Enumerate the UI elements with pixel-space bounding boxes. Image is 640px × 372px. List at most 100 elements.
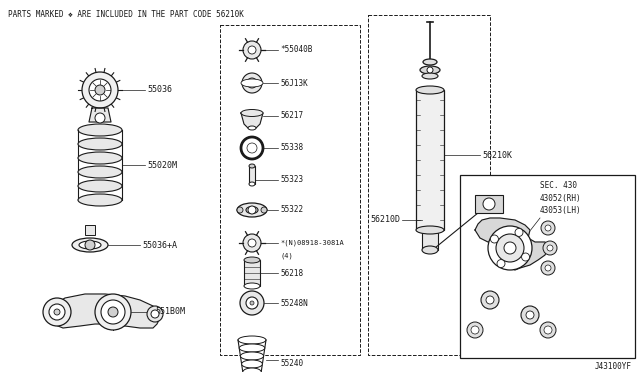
Circle shape [261, 207, 267, 213]
Circle shape [521, 306, 539, 324]
Bar [244, 260, 260, 286]
Circle shape [496, 234, 524, 262]
Text: 55323: 55323 [280, 176, 303, 185]
Circle shape [89, 79, 111, 101]
Circle shape [488, 226, 532, 270]
Circle shape [151, 310, 159, 318]
Circle shape [490, 235, 499, 243]
Circle shape [108, 307, 118, 317]
Text: 551B0M: 551B0M [155, 308, 185, 317]
Ellipse shape [78, 138, 122, 150]
Text: 55248N: 55248N [280, 298, 308, 308]
Circle shape [82, 72, 118, 108]
Ellipse shape [241, 79, 263, 87]
Text: 55338: 55338 [280, 144, 303, 153]
Circle shape [545, 225, 551, 231]
Ellipse shape [420, 66, 440, 74]
Text: 56210D: 56210D [370, 215, 400, 224]
Text: J43100YF: J43100YF [595, 362, 632, 371]
Text: (4): (4) [280, 253, 292, 259]
Circle shape [247, 78, 257, 88]
Circle shape [543, 241, 557, 255]
Ellipse shape [241, 352, 264, 360]
Text: 55322: 55322 [280, 205, 303, 215]
Ellipse shape [249, 164, 255, 168]
Circle shape [243, 41, 261, 59]
Ellipse shape [78, 124, 122, 136]
Circle shape [95, 85, 105, 95]
Circle shape [240, 291, 264, 315]
Ellipse shape [78, 180, 122, 192]
Text: SEC. 430: SEC. 430 [540, 180, 577, 189]
Ellipse shape [241, 109, 263, 116]
Ellipse shape [423, 59, 437, 65]
Ellipse shape [78, 166, 122, 178]
Polygon shape [241, 113, 263, 128]
Circle shape [540, 322, 556, 338]
Circle shape [247, 143, 257, 153]
Text: 56210K: 56210K [482, 151, 512, 160]
Bar [460, 175, 635, 358]
Circle shape [547, 245, 553, 251]
Text: *55040B: *55040B [280, 45, 312, 55]
Circle shape [246, 297, 258, 309]
Ellipse shape [242, 360, 262, 368]
Circle shape [241, 137, 263, 159]
Bar [249, 166, 255, 184]
Circle shape [250, 81, 254, 85]
Text: 43052(RH): 43052(RH) [540, 193, 582, 202]
Circle shape [545, 265, 551, 271]
Ellipse shape [416, 226, 444, 234]
Text: *(N)08918-3081A: *(N)08918-3081A [280, 240, 344, 246]
Text: 56218: 56218 [280, 269, 303, 278]
Circle shape [526, 311, 534, 319]
Ellipse shape [248, 126, 256, 130]
Circle shape [522, 253, 529, 261]
Ellipse shape [78, 152, 122, 164]
Circle shape [497, 260, 505, 267]
Ellipse shape [244, 257, 260, 263]
Polygon shape [89, 108, 111, 122]
Text: PARTS MARKED ❖ ARE INCLUDED IN THE PART CODE 56210K: PARTS MARKED ❖ ARE INCLUDED IN THE PART … [8, 10, 244, 19]
Circle shape [481, 291, 499, 309]
Circle shape [483, 198, 495, 210]
Circle shape [101, 300, 125, 324]
Ellipse shape [416, 86, 444, 94]
Bar [85, 225, 95, 235]
Circle shape [54, 309, 60, 315]
Text: 55020M: 55020M [147, 160, 177, 170]
Bar [416, 90, 444, 230]
Ellipse shape [72, 238, 108, 252]
Ellipse shape [249, 182, 255, 186]
Ellipse shape [246, 206, 258, 214]
Circle shape [515, 228, 523, 237]
Circle shape [541, 221, 555, 235]
Circle shape [147, 306, 163, 322]
Circle shape [471, 326, 479, 334]
Circle shape [237, 207, 243, 213]
Ellipse shape [78, 194, 122, 206]
Circle shape [95, 294, 131, 330]
Circle shape [427, 67, 433, 73]
Ellipse shape [239, 344, 265, 352]
Circle shape [243, 234, 261, 252]
Polygon shape [50, 294, 160, 328]
Text: 56217: 56217 [280, 112, 303, 121]
Circle shape [248, 206, 256, 214]
Bar [475, 195, 503, 213]
Circle shape [250, 301, 254, 305]
Circle shape [541, 261, 555, 275]
Circle shape [242, 73, 262, 93]
Circle shape [486, 296, 494, 304]
Circle shape [49, 304, 65, 320]
Circle shape [544, 326, 552, 334]
Ellipse shape [244, 283, 260, 289]
Circle shape [504, 242, 516, 254]
Text: 55036: 55036 [147, 86, 172, 94]
Text: 55036+A: 55036+A [142, 241, 177, 250]
Bar [422, 230, 438, 250]
Circle shape [467, 322, 483, 338]
Ellipse shape [243, 368, 261, 372]
Text: 43053(LH): 43053(LH) [540, 206, 582, 215]
Text: 56J13K: 56J13K [280, 78, 308, 87]
